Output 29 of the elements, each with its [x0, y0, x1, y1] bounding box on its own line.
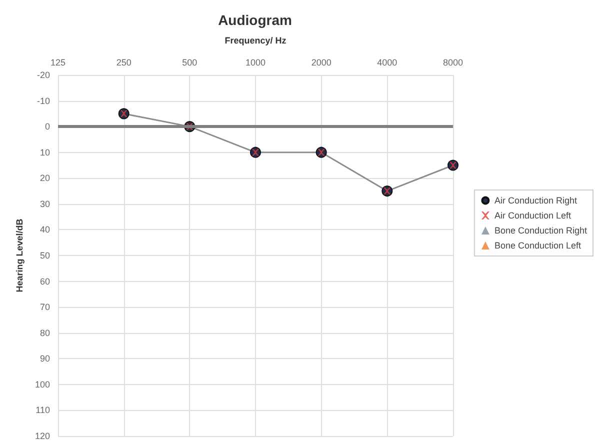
y-tick-label: -20: [36, 70, 50, 80]
y-tick-label: 40: [40, 224, 50, 235]
legend-label: Air Conduction Left: [494, 210, 572, 220]
y-axis-title: Hearing Level/dB: [14, 218, 24, 292]
y-tick-label: 0: [44, 122, 50, 132]
y-tick-label: -10: [36, 96, 50, 106]
x-tick-label: 250: [116, 58, 132, 68]
y-tick-label: 60: [40, 276, 50, 286]
x-tick-label: 4000: [377, 58, 398, 68]
legend-label: Air Conduction Right: [494, 196, 578, 206]
chart-title: Audiogram: [218, 12, 292, 28]
y-tick-label: 10: [40, 147, 50, 158]
x-axis-title: Frequency/ Hz: [224, 36, 287, 46]
x-tick-label: 2000: [311, 58, 332, 68]
y-tick-label: 30: [40, 198, 50, 209]
x-tick-label: 8000: [442, 58, 464, 68]
y-tick-label: 80: [40, 328, 50, 338]
x-tick-label: 1000: [245, 58, 266, 68]
y-tick-label: 110: [36, 405, 50, 416]
legend-label: Bone Conduction Right: [494, 226, 588, 236]
x-tick-label: 125: [50, 58, 66, 68]
y-tick-label: 50: [40, 250, 50, 260]
y-tick-label: 100: [34, 379, 50, 390]
y-tick-label: 70: [40, 302, 50, 312]
y-tick-label: 20: [40, 173, 50, 184]
x-tick-label: 500: [182, 58, 198, 68]
y-tick-label: 90: [40, 354, 50, 364]
legend-label: Bone Conduction Left: [494, 240, 582, 250]
y-tick-label: 120: [34, 431, 50, 441]
